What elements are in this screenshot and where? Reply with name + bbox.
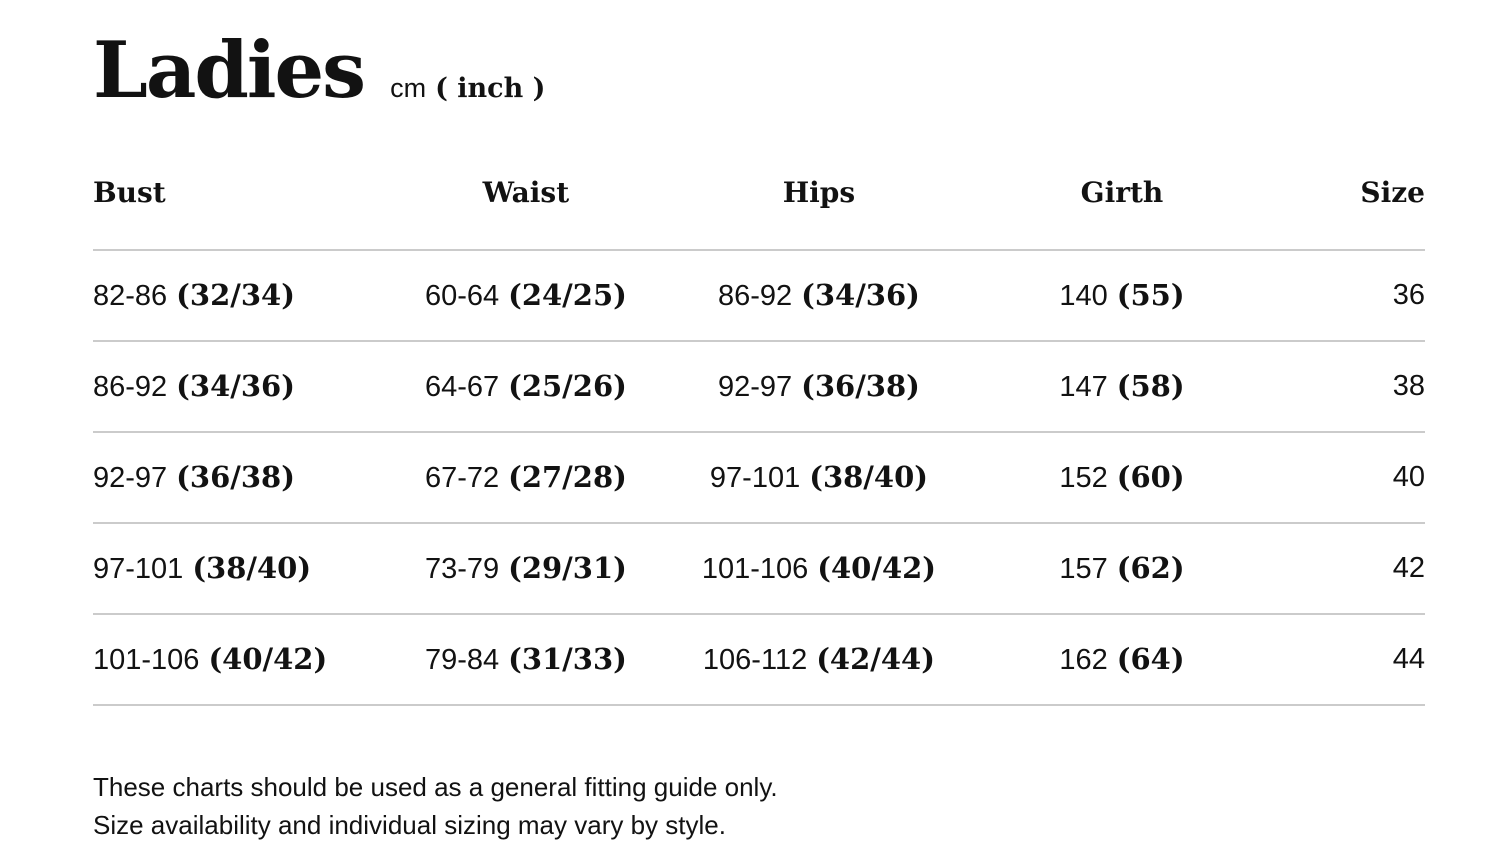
- size-row: 92-97 (36/38) 67-72 (27/28) 97-101 (38/40) …: [93, 432, 1425, 524]
- size-row: 86-92 (34/36) 64-67 (25/26) 92-97 (36/38) 1…: [93, 341, 1425, 433]
- size-chart-table: Bust Waist Hips Girth Size 82-86 (32/34) …: [93, 176, 1425, 706]
- bust-cm-value: 82-86: [93, 280, 168, 312]
- waist-inch-value: (29/31): [508, 551, 627, 585]
- size-cell: 44: [1285, 614, 1425, 706]
- disclaimer-line-1: These charts should be used as a general…: [93, 772, 778, 802]
- girth-cm-value: 147: [1059, 371, 1108, 403]
- waist-cell: 67-72 (27/28): [372, 432, 680, 524]
- bust-inch-value: (34/36): [176, 369, 295, 403]
- unit-imperial-label: ( inch ): [435, 73, 546, 104]
- waist-cell: 79-84 (31/33): [372, 614, 680, 706]
- disclaimer-note: These charts should be used as a general…: [93, 768, 1425, 844]
- hips-cell: 101-106 (40/42): [679, 523, 959, 615]
- waist-cm-value: 73-79: [424, 553, 500, 585]
- girth-inch-value: (60): [1116, 460, 1185, 494]
- column-header-girth: Girth: [958, 176, 1286, 251]
- girth-cell: 140 (55): [958, 250, 1286, 342]
- girth-inch-value: (64): [1116, 642, 1185, 676]
- waist-cell: 60-64 (24/25): [372, 250, 680, 342]
- bust-cm-value: 97-101: [93, 553, 184, 585]
- girth-inch-value: (58): [1116, 369, 1185, 403]
- girth-cm-value: 162: [1059, 644, 1108, 676]
- hips-inch-value: (34/36): [801, 278, 920, 312]
- girth-cm-value: 157: [1059, 553, 1108, 585]
- bust-cell: 101-106 (40/42): [93, 614, 373, 706]
- waist-cell: 64-67 (25/26): [372, 341, 680, 433]
- waist-cm-value: 64-67: [424, 371, 500, 403]
- hips-cm-value: 92-97: [717, 371, 793, 403]
- bust-inch-value: (32/34): [176, 278, 295, 312]
- hips-cm-value: 101-106: [701, 553, 809, 585]
- bust-cell: 82-86 (32/34): [93, 250, 373, 342]
- bust-cm-value: 101-106: [93, 644, 200, 676]
- size-row: 97-101 (38/40) 73-79 (29/31) 101-106 (40/42…: [93, 523, 1425, 615]
- hips-inch-value: (38/40): [809, 460, 928, 494]
- waist-cm-value: 60-64: [424, 280, 500, 312]
- girth-inch-value: (55): [1116, 278, 1185, 312]
- disclaimer-line-2: Size availability and individual sizing …: [93, 810, 726, 840]
- bust-cm-value: 86-92: [93, 371, 168, 403]
- waist-cm-value: 67-72: [424, 462, 500, 494]
- size-value: 42: [1392, 552, 1425, 584]
- bust-inch-value: (36/38): [176, 460, 295, 494]
- hips-cell: 92-97 (36/38): [679, 341, 959, 433]
- size-cell: 42: [1285, 523, 1425, 615]
- header-row: Bust Waist Hips Girth Size: [93, 176, 1425, 251]
- column-header-bust: Bust: [93, 176, 373, 251]
- waist-inch-value: (24/25): [508, 278, 627, 312]
- size-row: 101-106 (40/42) 79-84 (31/33) 106-112 (42/4…: [93, 614, 1425, 706]
- waist-cell: 73-79 (29/31): [372, 523, 680, 615]
- bust-inch-value: (38/40): [192, 551, 312, 585]
- bust-cm-value: 92-97: [93, 462, 168, 494]
- hips-cm-value: 106-112: [702, 644, 808, 676]
- girth-cell: 152 (60): [958, 432, 1286, 524]
- hips-inch-value: (36/38): [801, 369, 920, 403]
- waist-cm-value: 79-84: [424, 644, 500, 676]
- size-value: 36: [1392, 279, 1425, 311]
- hips-cell: 106-112 (42/44): [679, 614, 959, 706]
- hips-cell: 97-101 (38/40): [679, 432, 959, 524]
- page-title: Ladies: [93, 25, 366, 116]
- size-value: 44: [1392, 643, 1425, 675]
- column-header-hips: Hips: [679, 176, 959, 251]
- girth-cell: 147 (58): [958, 341, 1286, 433]
- bust-cell: 97-101 (38/40): [93, 523, 373, 615]
- waist-inch-value: (25/26): [508, 369, 627, 403]
- waist-inch-value: (31/33): [508, 642, 627, 676]
- hips-inch-value: (42/44): [816, 642, 935, 676]
- hips-cell: 86-92 (34/36): [679, 250, 959, 342]
- bust-cell: 86-92 (34/36): [93, 341, 373, 433]
- waist-inch-value: (27/28): [508, 460, 627, 494]
- size-cell: 40: [1285, 432, 1425, 524]
- size-value: 40: [1392, 461, 1425, 493]
- bust-cell: 92-97 (36/38): [93, 432, 373, 524]
- girth-cm-value: 152: [1059, 462, 1108, 494]
- hips-inch-value: (40/42): [817, 551, 937, 585]
- unit-metric-label: cm: [390, 73, 427, 103]
- size-cell: 38: [1285, 341, 1425, 433]
- size-value: 38: [1392, 370, 1425, 402]
- size-row: 82-86 (32/34) 60-64 (24/25) 86-92 (34/36) 1…: [93, 250, 1425, 342]
- page-header: Ladies cm ( inch ): [93, 32, 1425, 110]
- size-cell: 36: [1285, 250, 1425, 342]
- hips-cm-value: 86-92: [717, 280, 793, 312]
- column-header-size: Size: [1285, 176, 1425, 251]
- girth-inch-value: (62): [1116, 551, 1185, 585]
- girth-cell: 162 (64): [958, 614, 1286, 706]
- girth-cm-value: 140: [1059, 280, 1108, 312]
- girth-cell: 157 (62): [958, 523, 1286, 615]
- bust-inch-value: (40/42): [208, 642, 328, 676]
- hips-cm-value: 97-101: [709, 462, 801, 494]
- units-label: cm ( inch ): [390, 73, 545, 104]
- column-header-waist: Waist: [372, 176, 680, 251]
